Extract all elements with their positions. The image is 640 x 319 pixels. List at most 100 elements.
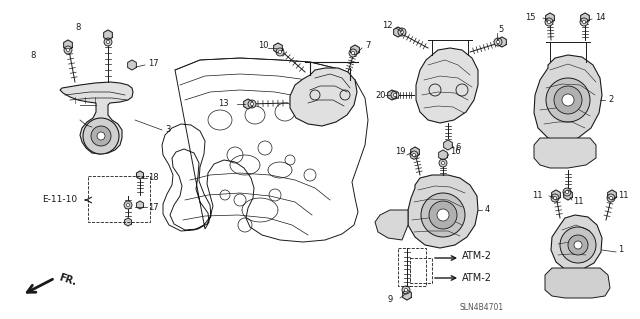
Circle shape bbox=[67, 48, 70, 52]
Text: 16: 16 bbox=[450, 147, 461, 157]
Text: 14: 14 bbox=[595, 13, 605, 23]
Circle shape bbox=[442, 161, 445, 165]
Circle shape bbox=[398, 28, 406, 36]
Polygon shape bbox=[403, 290, 412, 300]
Circle shape bbox=[582, 20, 586, 24]
Circle shape bbox=[421, 193, 465, 237]
Polygon shape bbox=[607, 190, 616, 200]
Polygon shape bbox=[408, 175, 478, 248]
Polygon shape bbox=[580, 13, 589, 23]
Polygon shape bbox=[444, 140, 452, 150]
Polygon shape bbox=[104, 30, 113, 40]
Text: 17: 17 bbox=[148, 58, 159, 68]
Polygon shape bbox=[136, 201, 143, 209]
Text: 7: 7 bbox=[365, 41, 371, 49]
Circle shape bbox=[391, 91, 399, 99]
Polygon shape bbox=[534, 138, 596, 168]
Circle shape bbox=[127, 204, 129, 207]
Circle shape bbox=[104, 38, 112, 46]
Text: 20: 20 bbox=[375, 91, 385, 100]
Circle shape bbox=[410, 151, 418, 159]
Text: 15: 15 bbox=[525, 13, 536, 23]
Circle shape bbox=[404, 288, 408, 292]
Circle shape bbox=[276, 48, 284, 56]
Text: SLN4B4701: SLN4B4701 bbox=[460, 303, 504, 313]
Circle shape bbox=[563, 188, 571, 196]
Polygon shape bbox=[411, 147, 419, 157]
Text: 18: 18 bbox=[148, 174, 159, 182]
Circle shape bbox=[607, 194, 615, 202]
Circle shape bbox=[394, 93, 397, 97]
Circle shape bbox=[429, 201, 457, 229]
Polygon shape bbox=[63, 40, 72, 50]
Circle shape bbox=[248, 100, 256, 108]
Polygon shape bbox=[136, 171, 143, 179]
Circle shape bbox=[401, 30, 404, 33]
Circle shape bbox=[91, 126, 111, 146]
Polygon shape bbox=[351, 45, 359, 55]
Text: E-11-10: E-11-10 bbox=[42, 196, 77, 204]
Circle shape bbox=[547, 20, 550, 24]
Circle shape bbox=[250, 102, 253, 106]
Circle shape bbox=[97, 132, 105, 140]
Polygon shape bbox=[438, 150, 447, 160]
Text: 10: 10 bbox=[258, 41, 269, 49]
Text: 11: 11 bbox=[573, 197, 584, 206]
Polygon shape bbox=[546, 13, 554, 23]
Circle shape bbox=[351, 51, 355, 55]
Circle shape bbox=[83, 118, 119, 154]
Circle shape bbox=[546, 78, 590, 122]
Text: 19: 19 bbox=[395, 147, 406, 157]
Circle shape bbox=[402, 286, 410, 294]
Polygon shape bbox=[394, 27, 403, 37]
Circle shape bbox=[439, 159, 447, 167]
Circle shape bbox=[562, 94, 574, 106]
Circle shape bbox=[551, 194, 559, 202]
Circle shape bbox=[494, 38, 502, 46]
Text: 8: 8 bbox=[30, 50, 35, 60]
Polygon shape bbox=[534, 55, 602, 142]
Circle shape bbox=[64, 46, 72, 54]
Circle shape bbox=[554, 86, 582, 114]
Circle shape bbox=[580, 18, 588, 26]
Text: 3: 3 bbox=[165, 125, 170, 135]
Polygon shape bbox=[498, 37, 506, 47]
Polygon shape bbox=[552, 190, 561, 200]
Polygon shape bbox=[127, 60, 136, 70]
Text: 2: 2 bbox=[608, 95, 613, 105]
Text: ATM-2: ATM-2 bbox=[462, 273, 492, 283]
Circle shape bbox=[497, 41, 500, 44]
Text: FR.: FR. bbox=[58, 272, 78, 287]
Circle shape bbox=[560, 227, 596, 263]
Text: 17: 17 bbox=[148, 203, 159, 211]
Circle shape bbox=[106, 41, 109, 44]
Text: 4: 4 bbox=[485, 205, 490, 214]
Polygon shape bbox=[125, 218, 131, 226]
Circle shape bbox=[574, 241, 582, 249]
Polygon shape bbox=[60, 82, 133, 154]
Polygon shape bbox=[545, 268, 610, 298]
Text: 6: 6 bbox=[455, 144, 460, 152]
Circle shape bbox=[609, 197, 612, 200]
Polygon shape bbox=[564, 190, 572, 200]
Circle shape bbox=[278, 50, 282, 54]
Text: 5: 5 bbox=[498, 26, 503, 34]
Text: 8: 8 bbox=[75, 24, 81, 33]
Text: 12: 12 bbox=[382, 20, 392, 29]
Polygon shape bbox=[274, 43, 282, 53]
Circle shape bbox=[565, 190, 568, 194]
Circle shape bbox=[412, 153, 415, 157]
Circle shape bbox=[554, 197, 557, 200]
Text: 9: 9 bbox=[388, 295, 393, 305]
Polygon shape bbox=[244, 99, 252, 109]
Circle shape bbox=[545, 18, 553, 26]
Text: 11: 11 bbox=[532, 190, 543, 199]
Polygon shape bbox=[375, 210, 408, 240]
Circle shape bbox=[124, 201, 132, 209]
Polygon shape bbox=[551, 215, 602, 270]
Circle shape bbox=[349, 49, 357, 57]
Circle shape bbox=[437, 209, 449, 221]
Text: 11: 11 bbox=[618, 190, 628, 199]
Circle shape bbox=[568, 235, 588, 255]
Polygon shape bbox=[290, 68, 357, 126]
